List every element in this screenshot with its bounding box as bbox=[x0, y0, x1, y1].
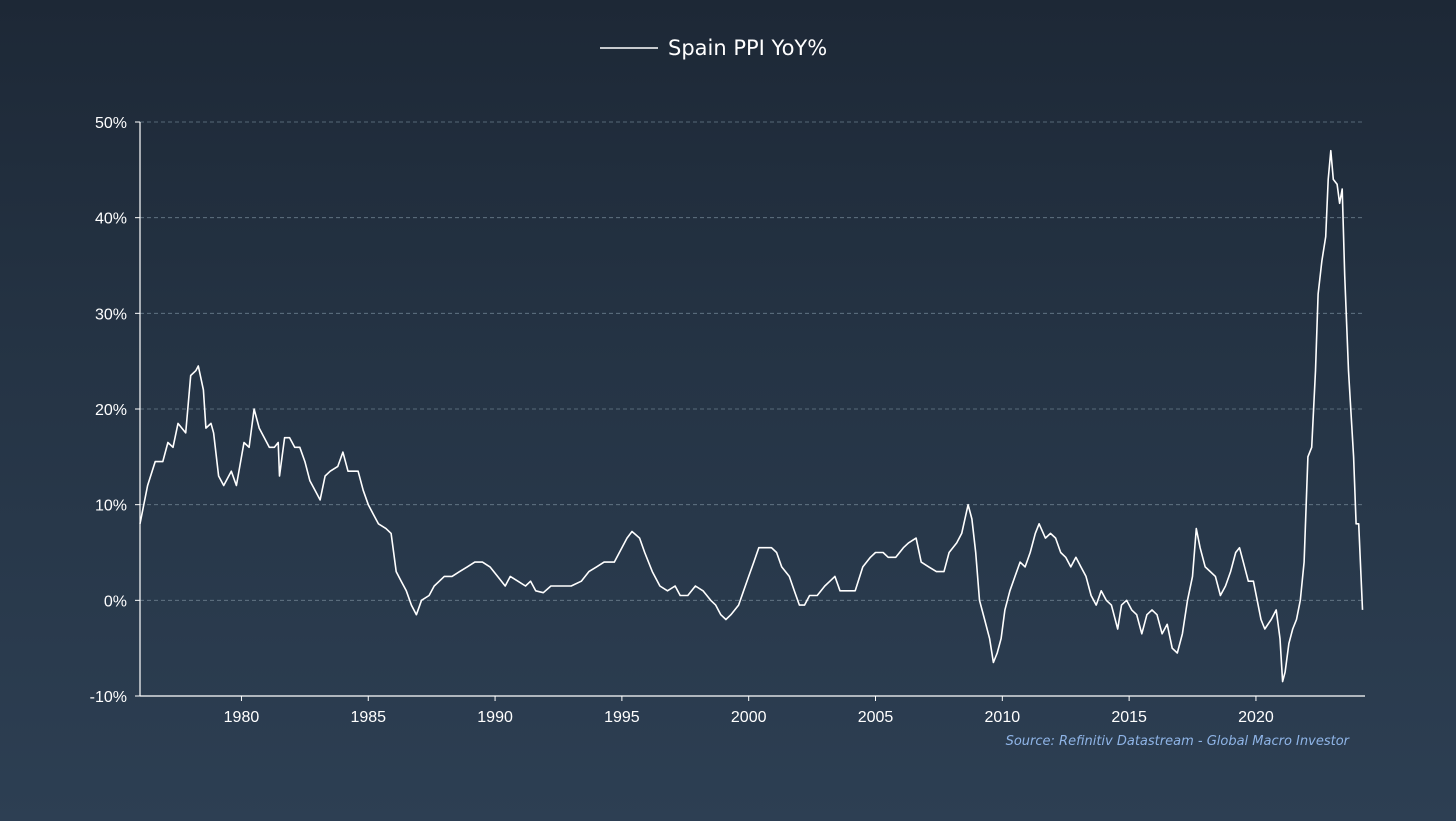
y-tick-label: 50% bbox=[95, 115, 127, 132]
y-tick-label: 30% bbox=[95, 306, 127, 323]
x-tick-label: 1980 bbox=[224, 709, 260, 726]
y-tick-label: 40% bbox=[95, 211, 127, 228]
y-tick-label: 0% bbox=[104, 593, 127, 610]
x-tick-label: 2010 bbox=[985, 709, 1021, 726]
y-tick-label: -10% bbox=[90, 689, 127, 706]
gridlines bbox=[140, 121, 1365, 601]
y-axis-ticks: 50% 40% 30% 20% 10% 0% -10% bbox=[90, 115, 140, 706]
legend: Spain PPI YoY% bbox=[600, 36, 827, 60]
x-tick-label: 1995 bbox=[604, 709, 640, 726]
x-tick-label: 1985 bbox=[350, 709, 386, 726]
x-tick-label: 1990 bbox=[477, 709, 513, 726]
y-tick-label: 10% bbox=[95, 498, 127, 515]
x-tick-label: 2000 bbox=[731, 709, 767, 726]
x-tick-label: 2015 bbox=[1111, 709, 1147, 726]
legend-label: Spain PPI YoY% bbox=[668, 36, 827, 60]
x-tick-label: 2005 bbox=[858, 709, 894, 726]
x-tick-label: 2020 bbox=[1238, 709, 1274, 726]
series-group bbox=[139, 149, 1364, 683]
series-line-spain-ppi bbox=[139, 149, 1364, 683]
x-axis-ticks: 1980 1985 1990 1995 2000 2005 2010 2015 2020 bbox=[224, 696, 1274, 726]
y-tick-label: 20% bbox=[95, 402, 127, 419]
source-note: Source: Refinitiv Datastream - Global Ma… bbox=[1006, 734, 1351, 749]
